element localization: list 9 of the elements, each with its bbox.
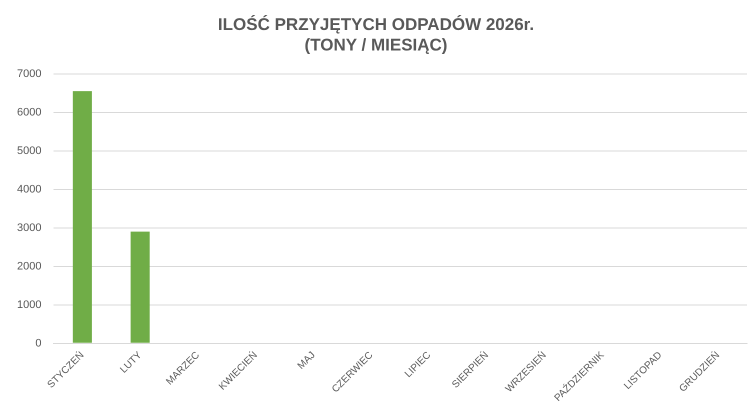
y-tick-label: 5000 bbox=[16, 144, 42, 157]
y-tick-label: 1000 bbox=[16, 298, 42, 311]
y-tick-label: 0 bbox=[35, 337, 42, 350]
y-tick-label: 7000 bbox=[16, 68, 42, 80]
y-tick-label: 6000 bbox=[16, 106, 42, 118]
chart-title: ILOŚĆ PRZYJĘTYCH ODPADÓW 2026r. (TONY / MIESIĄC) bbox=[218, 14, 534, 54]
y-tick-label: 2000 bbox=[16, 260, 42, 272]
y-tick-label: 3000 bbox=[16, 222, 42, 234]
y-tick-label: 4000 bbox=[16, 183, 42, 196]
